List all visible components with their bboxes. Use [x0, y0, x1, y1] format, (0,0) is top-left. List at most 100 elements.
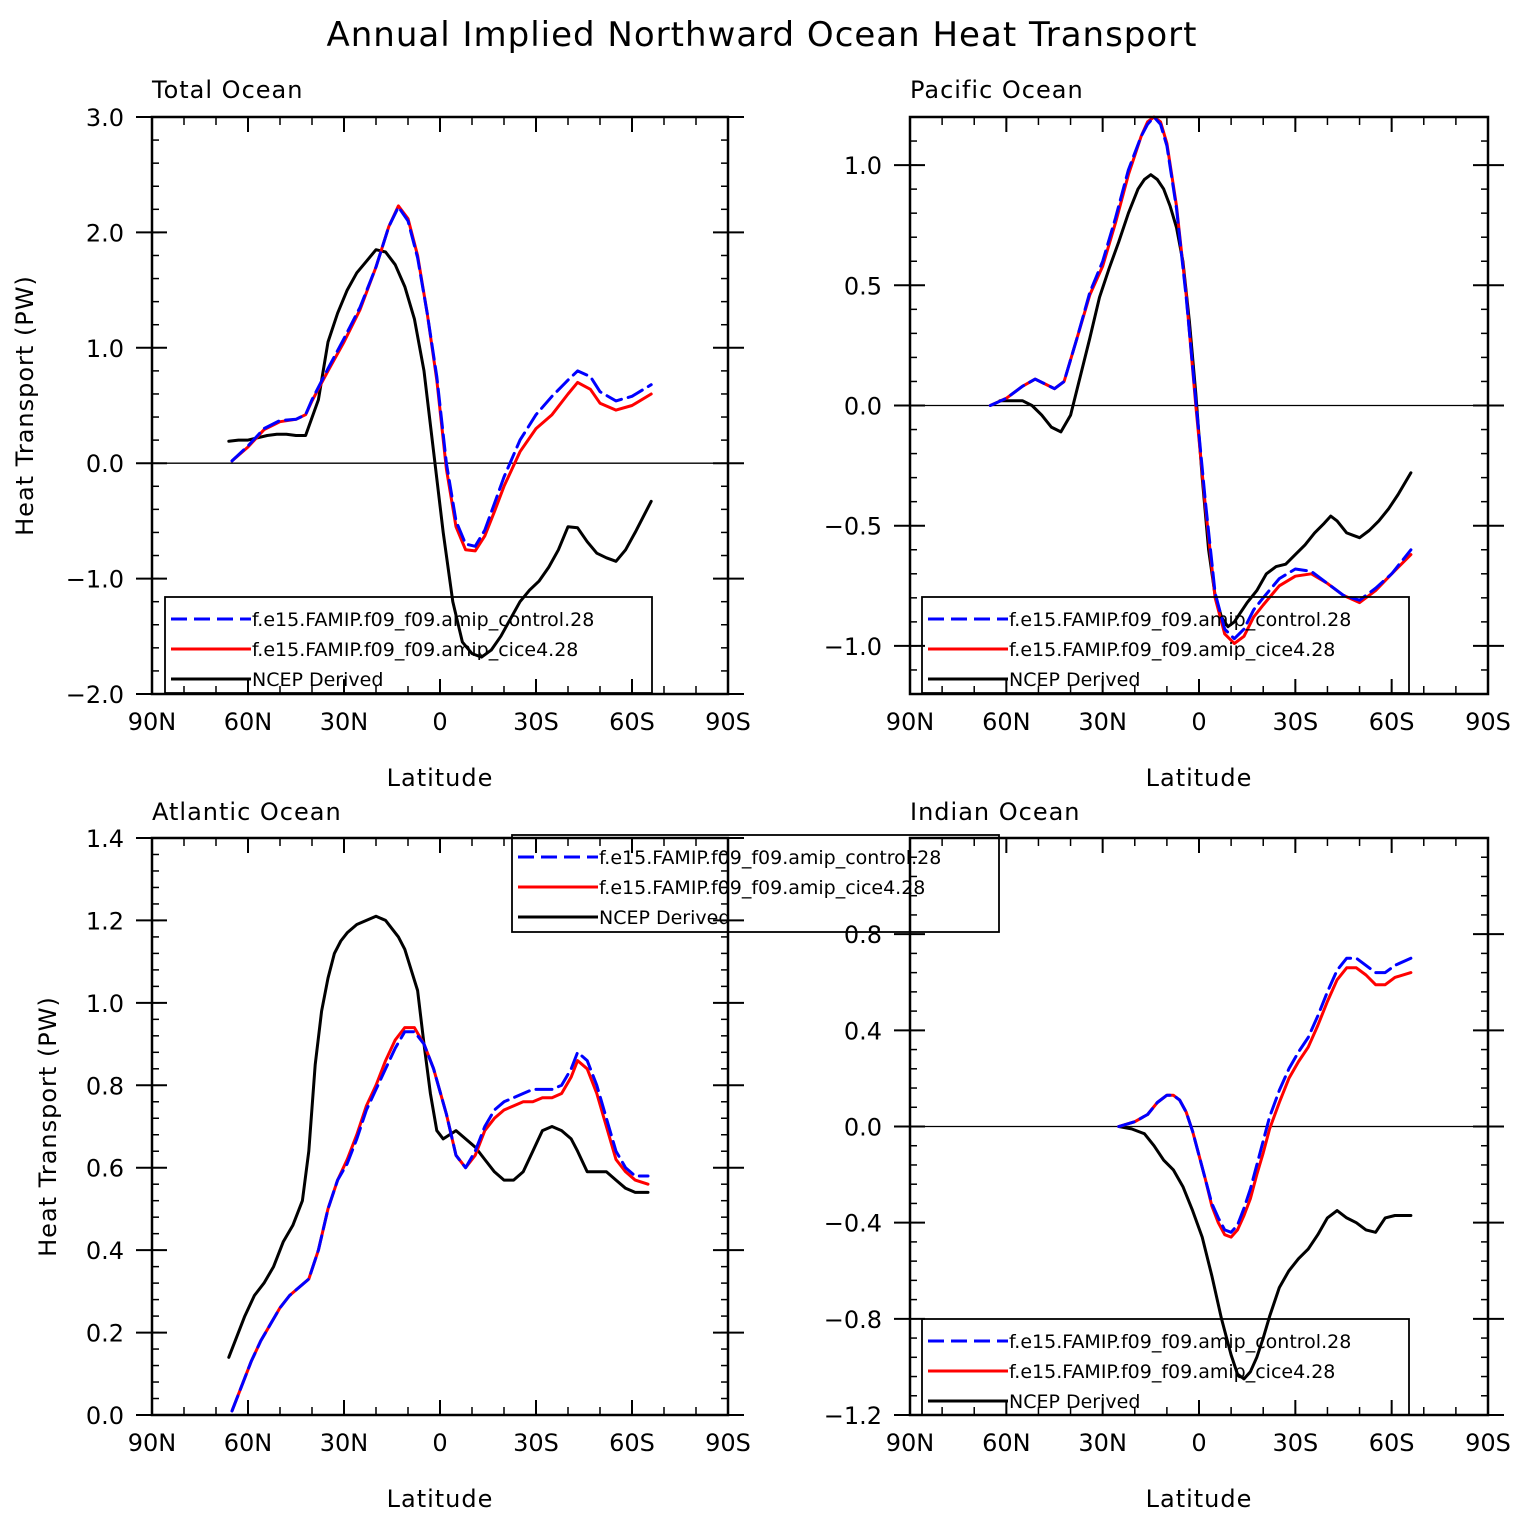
- legend-label-0: f.e15.FAMIP.f09_f09.amip_control.28: [252, 609, 594, 631]
- x-axis-label: Latitude: [1146, 764, 1253, 792]
- x-tick-label: 30N: [320, 708, 369, 736]
- y-tick-label: 0.2: [86, 1320, 124, 1348]
- x-tick-label: 0: [1191, 1429, 1206, 1457]
- legend-label-0: f.e15.FAMIP.f09_f09.amip_control.28: [1009, 609, 1351, 631]
- y-tick-label: 0.0: [86, 1402, 124, 1430]
- legend-label-0: f.e15.FAMIP.f09_f09.amip_control.28: [1009, 1331, 1351, 1353]
- y-tick-label: 3.0: [86, 104, 124, 132]
- y-tick-label: 2.0: [86, 219, 124, 247]
- legend-box: [921, 1318, 1410, 1416]
- plot-frame: [908, 115, 1490, 696]
- legend-label-2: NCEP Derived: [1009, 1391, 1140, 1413]
- x-tick-label: 30S: [1272, 708, 1318, 736]
- legend-label-0: f.e15.FAMIP.f09_f09.amip_control.28: [599, 847, 941, 869]
- x-tick-label: 60N: [982, 1429, 1031, 1457]
- x-tick-label: 30N: [1078, 708, 1127, 736]
- legend-box: [921, 596, 1410, 694]
- x-tick-label: 90S: [1465, 708, 1511, 736]
- x-tick-label: 90S: [705, 708, 751, 736]
- panels-container: Total Ocean 90N 60N 30N 0 30S 60S 90S −2.0 −1.0 0.…: [11, 76, 1511, 1513]
- legend-label-1: f.e15.FAMIP.f09_f09.amip_cice4.28: [599, 877, 925, 899]
- legend-label-2: NCEP Derived: [599, 907, 730, 929]
- x-tick-label: 60S: [609, 1429, 655, 1457]
- legend-label-1: f.e15.FAMIP.f09_f09.amip_cice4.28: [1009, 639, 1335, 661]
- y-tick-label: 1.2: [86, 907, 124, 935]
- x-tick-label: 30N: [320, 1429, 369, 1457]
- x-tick-label: 60N: [224, 708, 273, 736]
- panel-title: Pacific Ocean: [910, 76, 1084, 104]
- panel-title: Total Ocean: [151, 76, 303, 104]
- series-line-2: [998, 173, 1413, 629]
- panel-title: Atlantic Ocean: [152, 798, 342, 826]
- x-tick-label: 90N: [886, 708, 935, 736]
- x-tick-label: 60N: [224, 1429, 273, 1457]
- series-line-0: [1117, 956, 1413, 1234]
- legend-label-1: f.e15.FAMIP.f09_f09.amip_cice4.28: [1009, 1361, 1335, 1383]
- y-tick-label: 0.0: [844, 393, 882, 421]
- x-tick-label: 0: [432, 708, 447, 736]
- x-tick-label: 30S: [1272, 1429, 1318, 1457]
- panel-1: Pacific Ocean 90N 60N 30N 0 30S 60S 90S −1.0 −0.5…: [824, 76, 1511, 792]
- x-tick-label: 30S: [513, 1429, 559, 1457]
- y-tick-label: −1.2: [824, 1402, 882, 1430]
- y-tick-label: 0.5: [844, 272, 882, 300]
- y-tick-label: −0.4: [824, 1210, 882, 1238]
- x-tick-label: 90S: [705, 1429, 751, 1457]
- x-axis-label: Latitude: [387, 764, 494, 792]
- series-line-2: [227, 914, 650, 1359]
- series-line-2: [227, 248, 653, 659]
- y-tick-label: −2.0: [66, 681, 124, 709]
- y-tick-label: −1.0: [66, 566, 124, 594]
- panel-3: Indian Ocean 90N 60N 30N 0 30S 60S 90S −1.2 −0.8 −…: [824, 798, 1511, 1513]
- y-tick-label: −1.0: [824, 633, 882, 661]
- legend: f.e15.FAMIP.f09_f09.amip_control.28 f.e15…: [511, 834, 1000, 933]
- x-tick-label: 30S: [513, 708, 559, 736]
- legend: f.e15.FAMIP.f09_f09.amip_control.28 f.e15…: [921, 596, 1410, 694]
- x-tick-label: 60S: [609, 708, 655, 736]
- x-tick-label: 60S: [1369, 1429, 1415, 1457]
- y-tick-label: 1.4: [86, 825, 124, 853]
- legend: f.e15.FAMIP.f09_f09.amip_control.28 f.e15…: [164, 596, 653, 694]
- y-tick-label: 0.6: [86, 1155, 124, 1183]
- y-tick-label: 1.0: [86, 990, 124, 1018]
- y-axis-label: Heat Transport (PW): [11, 275, 39, 536]
- x-axis-label: Latitude: [387, 1485, 494, 1513]
- x-tick-label: 30N: [1078, 1429, 1127, 1457]
- series-line-2: [1117, 1125, 1413, 1381]
- x-tick-label: 0: [432, 1429, 447, 1457]
- series-line-0: [230, 1030, 650, 1413]
- x-tick-label: 0: [1191, 708, 1206, 736]
- x-tick-label: 90N: [128, 1429, 177, 1457]
- y-tick-label: 1.0: [844, 152, 882, 180]
- series-line-0: [230, 205, 653, 548]
- panel-title: Indian Ocean: [910, 798, 1081, 826]
- x-tick-label: 90S: [1465, 1429, 1511, 1457]
- y-axis-label: Heat Transport (PW): [34, 996, 62, 1257]
- panel-0: Total Ocean 90N 60N 30N 0 30S 60S 90S −2.0 −1.0 0.…: [11, 76, 751, 792]
- y-tick-label: 0.8: [86, 1072, 124, 1100]
- legend-box: [164, 596, 653, 694]
- x-tick-label: 60N: [982, 708, 1031, 736]
- y-tick-label: 0.0: [844, 1114, 882, 1142]
- legend-label-2: NCEP Derived: [252, 669, 383, 691]
- x-tick-label: 90N: [886, 1429, 935, 1457]
- legend-label-2: NCEP Derived: [1009, 669, 1140, 691]
- legend: f.e15.FAMIP.f09_f09.amip_control.28 f.e15…: [921, 1318, 1410, 1416]
- series-line-1: [230, 204, 653, 553]
- y-tick-label: −0.5: [824, 513, 882, 541]
- y-tick-label: −0.8: [824, 1306, 882, 1334]
- x-tick-label: 90N: [128, 708, 177, 736]
- series-line-0: [988, 115, 1413, 641]
- y-tick-label: 0.8: [844, 921, 882, 949]
- y-tick-label: 1.0: [86, 335, 124, 363]
- plot-frame: [150, 836, 730, 1417]
- series-line-1: [1117, 966, 1413, 1239]
- figure-title: Annual Implied Northward Ocean Heat Tran…: [327, 15, 1198, 55]
- x-axis-label: Latitude: [1146, 1485, 1253, 1513]
- legend-box: [511, 834, 1000, 933]
- x-tick-label: 60S: [1369, 708, 1415, 736]
- y-tick-label: 0.0: [86, 450, 124, 478]
- panel-2: Atlantic Ocean 90N 60N 30N 0 30S 60S 90S 0.0 0.2 0…: [34, 798, 1000, 1513]
- y-tick-label: 0.4: [86, 1237, 124, 1265]
